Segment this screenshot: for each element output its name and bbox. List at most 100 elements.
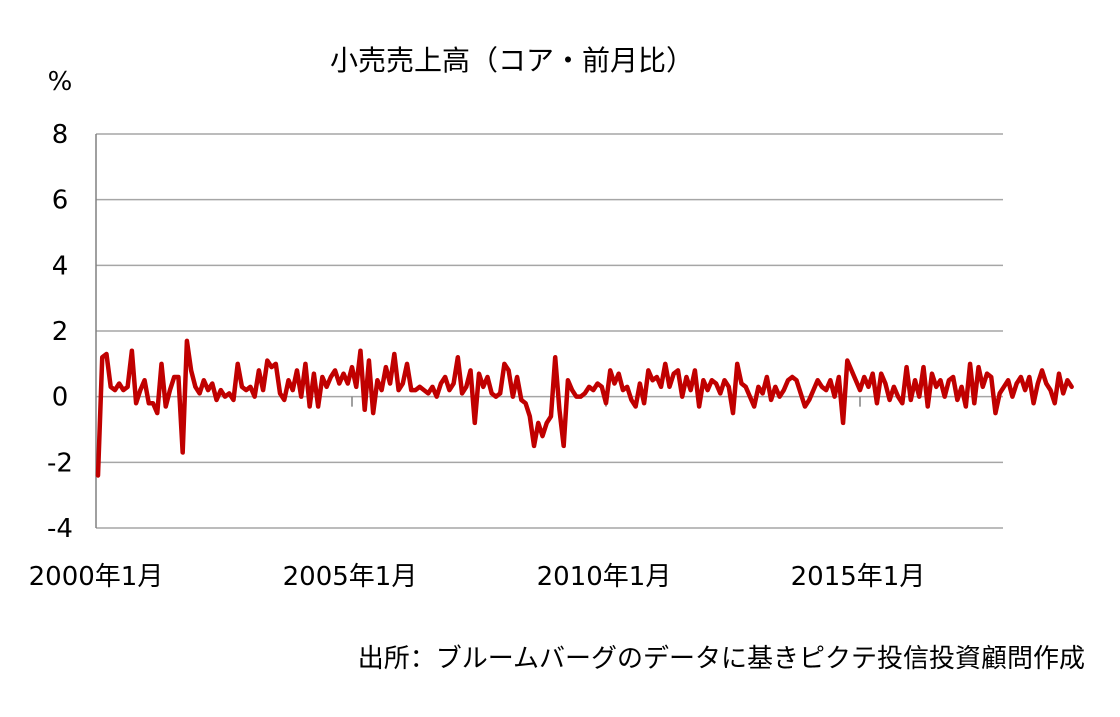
data-point	[753, 405, 755, 408]
data-point	[605, 402, 607, 404]
data-point	[300, 396, 302, 398]
y-tick-label: 6	[52, 186, 69, 216]
data-point	[630, 399, 633, 401]
data-point	[135, 402, 137, 404]
data-point	[596, 382, 599, 385]
data-point	[690, 389, 692, 391]
data-point	[944, 396, 946, 398]
data-point	[220, 389, 222, 391]
data-point	[194, 386, 196, 388]
data-point	[749, 396, 751, 398]
data-point	[376, 379, 378, 381]
data-point	[406, 363, 408, 365]
data-point	[1007, 379, 1009, 381]
data-point	[643, 402, 645, 404]
data-point	[410, 389, 412, 391]
data-point	[1011, 396, 1014, 398]
data-point	[922, 366, 925, 368]
data-point	[961, 386, 963, 388]
data-point	[491, 392, 493, 394]
data-point	[999, 392, 1001, 394]
data-point	[876, 402, 878, 404]
data-point	[165, 405, 167, 408]
data-point	[139, 389, 141, 391]
chart-title: 小売売上高（コア・前月比）	[330, 44, 694, 77]
data-point	[622, 389, 624, 391]
data-point	[351, 366, 353, 368]
data-point	[465, 386, 467, 388]
data-point	[651, 379, 654, 381]
data-point	[1054, 402, 1056, 404]
data-point	[952, 376, 954, 378]
x-tick-label: 2010年1月	[537, 562, 672, 592]
data-point	[1037, 382, 1039, 385]
data-point	[859, 389, 861, 391]
y-axis-unit-label: %	[48, 67, 73, 97]
y-tick-label: -2	[47, 448, 73, 478]
data-point	[393, 353, 395, 355]
data-point	[719, 392, 721, 394]
data-point	[965, 405, 967, 408]
data-point	[237, 363, 239, 365]
data-point	[1041, 369, 1043, 371]
data-point	[618, 373, 620, 375]
data-point	[199, 392, 201, 394]
data-point	[931, 373, 933, 375]
data-point	[698, 405, 700, 408]
data-point	[173, 376, 175, 378]
data-point	[732, 412, 734, 414]
data-point	[715, 382, 717, 385]
data-point	[414, 389, 417, 391]
data-point	[228, 392, 230, 394]
data-point	[1049, 389, 1052, 391]
data-point	[842, 422, 844, 424]
data-point	[368, 359, 370, 362]
data-point	[1058, 373, 1060, 375]
data-point	[499, 392, 501, 394]
data-point	[427, 392, 429, 394]
data-point	[211, 382, 213, 385]
data-point	[1032, 402, 1035, 404]
data-point	[808, 399, 810, 401]
data-point	[846, 359, 848, 362]
data-point	[283, 399, 285, 401]
data-point	[558, 409, 561, 411]
data-point	[905, 366, 908, 368]
data-point	[338, 382, 340, 385]
data-point	[770, 399, 772, 401]
data-point	[372, 412, 374, 414]
data-point	[850, 369, 853, 371]
data-point	[1020, 376, 1022, 378]
data-point	[143, 379, 146, 381]
data-point	[563, 445, 565, 447]
data-point	[723, 379, 726, 381]
data-point	[541, 435, 544, 437]
data-point	[224, 396, 226, 398]
data-point	[685, 376, 688, 378]
data-point	[423, 389, 425, 391]
data-point	[160, 363, 163, 365]
data-point	[821, 386, 823, 388]
data-point	[762, 392, 764, 394]
y-tick-label: -4	[47, 514, 73, 544]
x-tick-label: 2000年1月	[29, 562, 164, 592]
data-point	[203, 379, 205, 381]
data-point	[245, 389, 247, 391]
data-point	[1062, 392, 1064, 394]
y-tick-label: 0	[52, 383, 69, 413]
data-point	[838, 376, 840, 378]
data-point	[364, 409, 366, 411]
data-point	[893, 386, 895, 388]
data-point	[457, 356, 459, 358]
data-point	[186, 340, 188, 342]
data-point	[266, 359, 268, 362]
data-point	[601, 386, 603, 388]
data-point	[783, 389, 785, 391]
data-point	[482, 386, 484, 388]
data-point	[275, 363, 277, 365]
data-point	[613, 382, 616, 385]
data-point	[817, 379, 819, 381]
data-point	[122, 389, 124, 391]
y-tick-label: 4	[52, 251, 69, 281]
